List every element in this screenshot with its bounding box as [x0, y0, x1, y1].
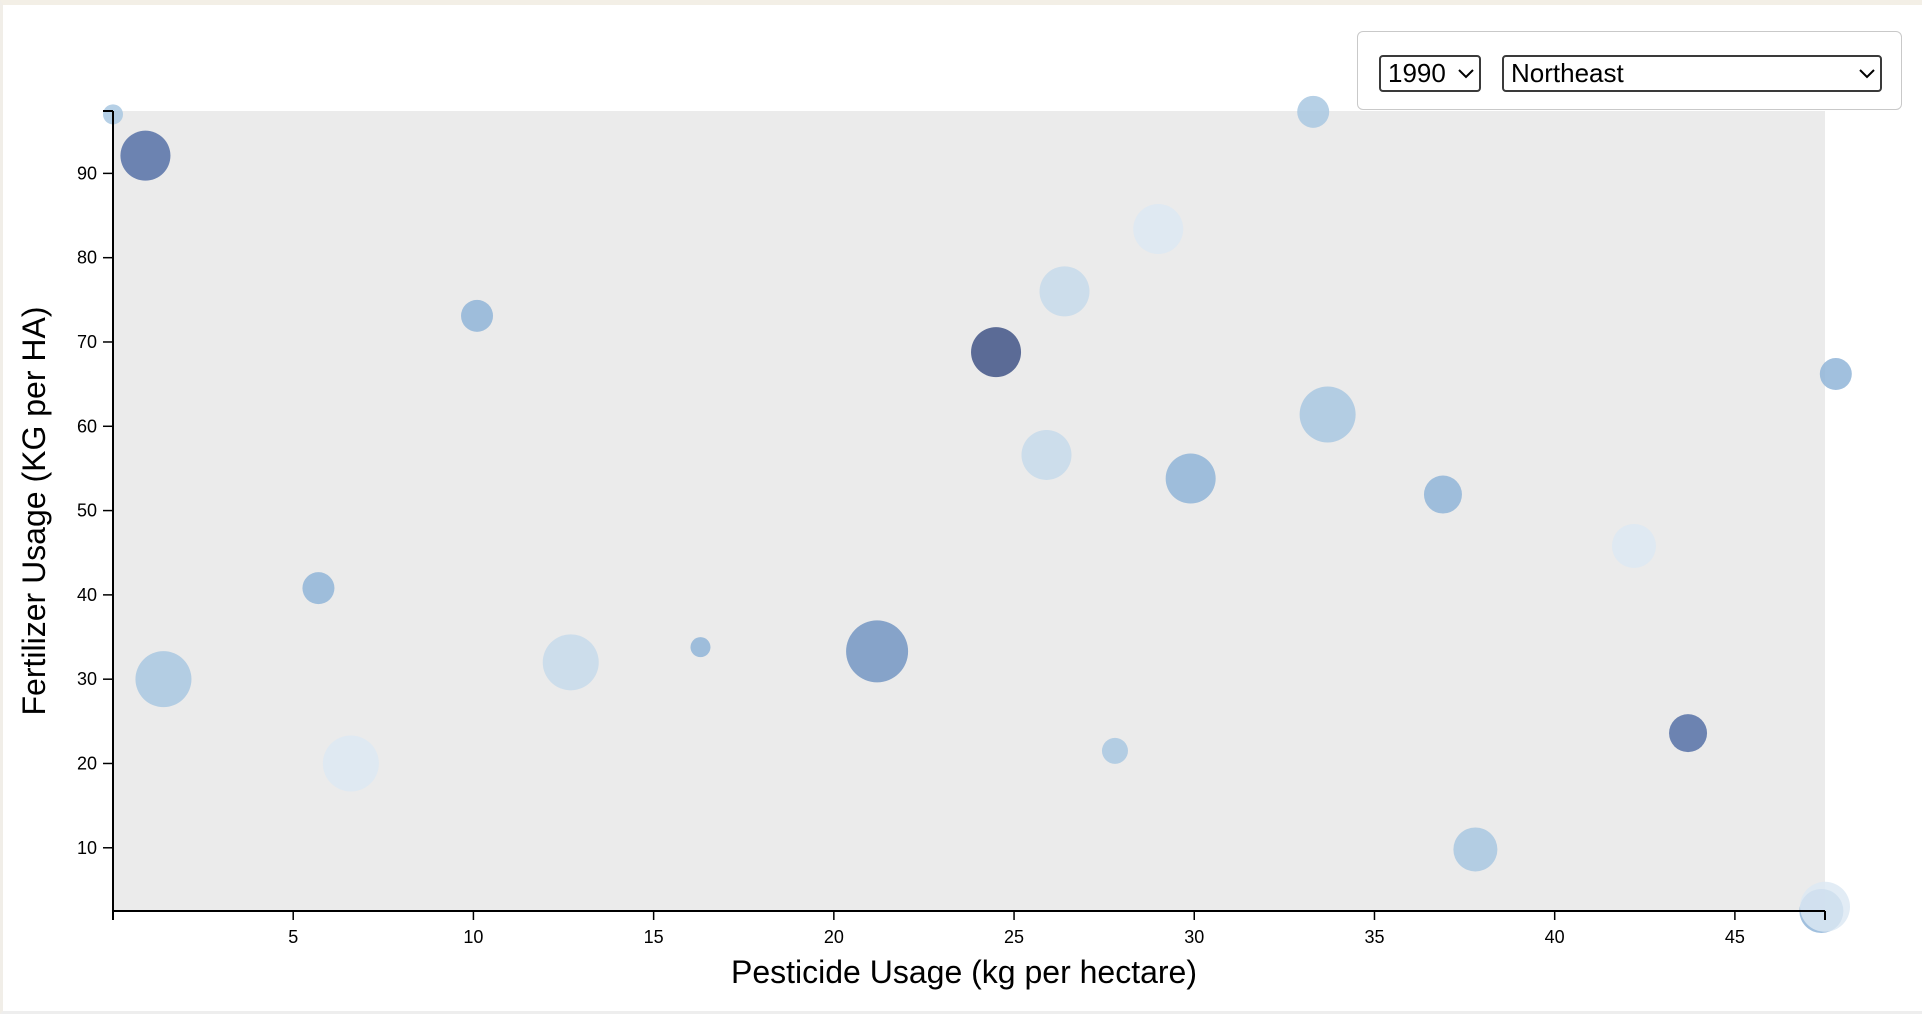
data-point[interactable] [971, 327, 1022, 378]
filter-controls: 1990 Northeast [1357, 31, 1902, 110]
x-tick-label: 45 [1725, 927, 1745, 947]
data-point[interactable] [1165, 453, 1216, 504]
data-point[interactable] [1819, 358, 1852, 391]
data-point[interactable] [1297, 95, 1330, 128]
y-tick-label: 90 [77, 163, 97, 183]
y-axis-title: Fertilizer Usage (KG per HA) [16, 307, 52, 716]
y-tick-label: 80 [77, 248, 97, 268]
data-point[interactable] [846, 620, 909, 683]
x-axis-title: Pesticide Usage (kg per hectare) [731, 954, 1197, 990]
data-point[interactable] [461, 299, 494, 332]
region-select[interactable]: Northeast [1502, 55, 1882, 92]
x-tick-label: 5 [288, 927, 298, 947]
data-point[interactable] [120, 130, 171, 181]
data-point[interactable] [302, 572, 335, 605]
data-point[interactable] [1101, 737, 1128, 764]
scatter-chart: 5 10 15 20 25 30 35 40 45 10 20 30 40 50 60 70 80 90 Pes… [16, 95, 1852, 990]
data-point[interactable] [1133, 204, 1184, 255]
chevron-down-icon [1453, 61, 1479, 87]
y-tick-label: 10 [77, 838, 97, 858]
x-tick-label: 40 [1545, 927, 1565, 947]
y-tick-label: 20 [77, 753, 97, 773]
x-tick-label: 15 [644, 927, 664, 947]
data-point[interactable] [542, 634, 599, 691]
x-tick-label: 10 [463, 927, 483, 947]
data-point[interactable] [322, 735, 379, 792]
data-point[interactable] [1800, 881, 1850, 932]
y-tick-label: 30 [77, 669, 97, 689]
year-select[interactable]: 1990 [1379, 55, 1481, 92]
data-point[interactable] [1453, 827, 1498, 872]
x-tick-label: 25 [1004, 927, 1024, 947]
y-tick-label: 60 [77, 416, 97, 436]
data-point[interactable] [1423, 475, 1462, 514]
chevron-down-icon [1854, 61, 1880, 87]
data-point[interactable] [1039, 266, 1090, 317]
region-select-value: Northeast [1511, 58, 1624, 88]
y-tick-label: 70 [77, 332, 97, 352]
data-point[interactable] [1611, 523, 1656, 568]
y-tick-label: 40 [77, 585, 97, 605]
y-axis: 10 20 30 40 50 60 70 80 90 [77, 110, 114, 920]
x-tick-label: 20 [824, 927, 844, 947]
y-tick-label: 50 [77, 501, 97, 521]
points-layer [103, 95, 1852, 933]
data-point[interactable] [690, 637, 711, 658]
x-tick-label: 30 [1184, 927, 1204, 947]
data-point[interactable] [135, 651, 192, 708]
year-select-value: 1990 [1388, 58, 1446, 88]
data-point[interactable] [1299, 386, 1356, 443]
data-point[interactable] [1669, 714, 1708, 753]
x-tick-label: 35 [1364, 927, 1384, 947]
data-point[interactable] [1021, 429, 1072, 480]
plot-area-background [113, 111, 1825, 911]
x-axis: 5 10 15 20 25 30 35 40 45 [112, 910, 1826, 947]
